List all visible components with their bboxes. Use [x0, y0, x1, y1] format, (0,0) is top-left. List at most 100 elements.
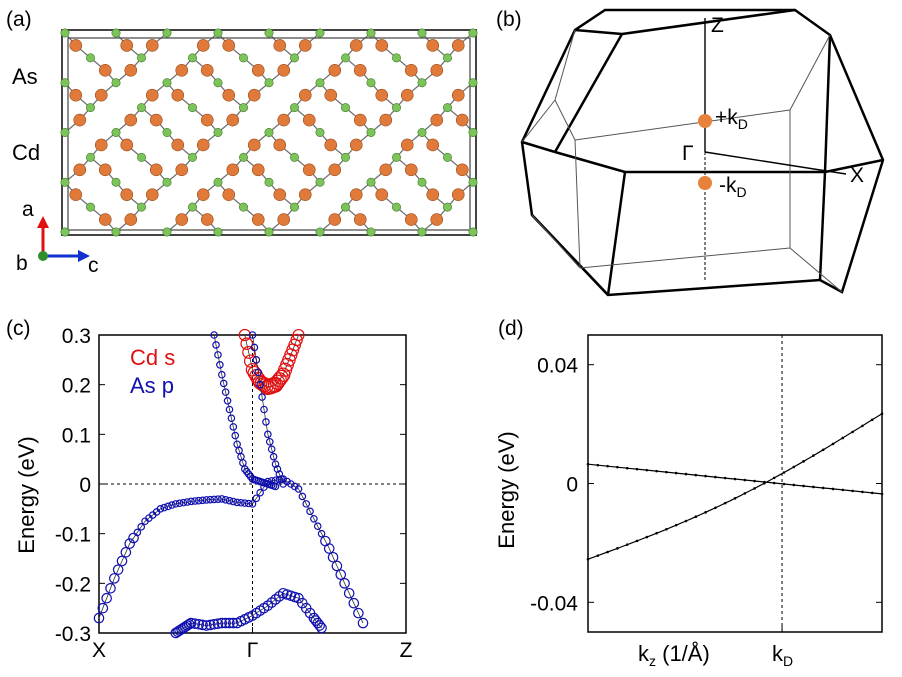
cd-atom — [175, 213, 189, 226]
as-atom — [468, 28, 478, 38]
band-point — [137, 523, 146, 531]
band-point — [206, 495, 215, 504]
band-line — [252, 334, 284, 485]
panel-a-label: (a) — [6, 8, 32, 31]
band-point — [214, 495, 222, 503]
cd-atom — [120, 39, 134, 52]
cd-atom — [375, 39, 389, 52]
band-point — [109, 573, 120, 584]
cd-atom — [120, 138, 134, 152]
cd-atom — [298, 39, 312, 52]
as-atom — [162, 128, 172, 138]
band-point — [335, 569, 347, 580]
band-point — [185, 617, 197, 629]
band-point — [290, 482, 299, 491]
cd-atom — [451, 88, 465, 102]
as-atom — [213, 177, 223, 187]
x-tick-label-c: Γ — [247, 639, 259, 662]
cd-atom — [273, 138, 287, 152]
band-point — [310, 514, 318, 523]
band-point — [275, 470, 284, 478]
band-point — [194, 496, 203, 505]
bz-outer-edges — [520, 8, 885, 297]
band-point — [258, 393, 266, 401]
plot-frame-d — [587, 334, 883, 633]
band-point — [156, 505, 165, 513]
y-axis-label-d: Energy (eV) — [494, 431, 519, 548]
band-point — [168, 501, 176, 509]
as-atom — [366, 78, 376, 88]
band-point — [223, 397, 232, 405]
dispersion-line — [587, 413, 883, 560]
band-point — [221, 388, 230, 396]
band-point — [229, 497, 238, 506]
cd-atom — [400, 88, 414, 102]
band-point — [302, 500, 311, 508]
panel-b: (b) — [490, 0, 902, 300]
bz-hidden-edges — [521, 29, 843, 293]
as-atom — [340, 152, 350, 162]
gamma-x-line — [704, 151, 847, 175]
band-point — [267, 445, 276, 454]
as-atom — [315, 227, 325, 237]
band-point — [210, 495, 218, 504]
y-tick-label-c: -0.2 — [55, 573, 91, 596]
cd-atom — [222, 188, 236, 201]
cd-atom — [324, 138, 338, 152]
band-point — [224, 617, 235, 629]
y-tick-label-d: 0 — [566, 474, 578, 497]
cd-atom — [226, 163, 240, 177]
band-point — [262, 418, 270, 426]
label-minus-kd: -kD — [719, 174, 747, 200]
legend-as-p: As p — [130, 373, 174, 398]
cd-atom — [69, 88, 83, 102]
cd-atom — [149, 163, 163, 177]
as-atom — [188, 152, 198, 162]
axis-b-label: b — [16, 252, 28, 275]
band-point — [323, 543, 335, 554]
band-line — [98, 478, 364, 624]
panel-b-label: (b) — [496, 8, 522, 31]
band-point — [202, 496, 211, 504]
as-atom — [289, 152, 299, 162]
cd-atom — [426, 138, 440, 152]
as-atom — [366, 28, 376, 38]
band-point — [313, 522, 322, 531]
dispersion-line — [587, 463, 883, 495]
band-point — [264, 430, 272, 439]
axis-c-label: c — [88, 254, 99, 277]
band-point — [221, 495, 230, 504]
cd-atom — [349, 188, 363, 201]
cd-atom — [200, 113, 214, 127]
band-point — [93, 612, 105, 624]
band-point — [327, 551, 339, 563]
cd-atom — [328, 163, 342, 177]
y-tick-label-c: 0.3 — [62, 325, 91, 348]
cd-atom — [277, 113, 291, 127]
as-atom — [264, 78, 274, 88]
weyl-point-minus — [698, 176, 712, 190]
brillouin-zone-figure: (b) — [496, 8, 885, 297]
as-atom — [162, 78, 172, 88]
element-label-cd: Cd — [12, 140, 40, 165]
cd-atom — [98, 64, 112, 77]
kd-tick-label: kD — [772, 641, 793, 669]
panel-c: (c) 0.3 0.2 0.1 0 -0.1 -0.2 -0.3 X Γ Z Cd s As p … — [0, 305, 450, 672]
as-atom — [137, 103, 147, 113]
as-atom — [239, 152, 249, 162]
cd-atom — [251, 213, 265, 226]
x-axis-label-d: kz (1/Å) — [638, 641, 710, 669]
band-point — [241, 499, 249, 507]
dispersion-chart: (d) 0.04 0 -0.04 Energy (eV) kz (1/Å) kD — [494, 317, 884, 669]
cd-atom — [145, 39, 159, 52]
cd-atom — [353, 113, 367, 127]
cd-atom — [451, 39, 465, 52]
cd-atom — [328, 64, 342, 77]
panel-c-label: (c) — [6, 317, 31, 340]
as-atom — [366, 128, 376, 138]
label-z: Z — [711, 14, 724, 37]
band-point — [220, 617, 231, 629]
as-atom — [162, 177, 172, 187]
cd-atom — [451, 188, 465, 201]
band-point — [218, 495, 226, 503]
